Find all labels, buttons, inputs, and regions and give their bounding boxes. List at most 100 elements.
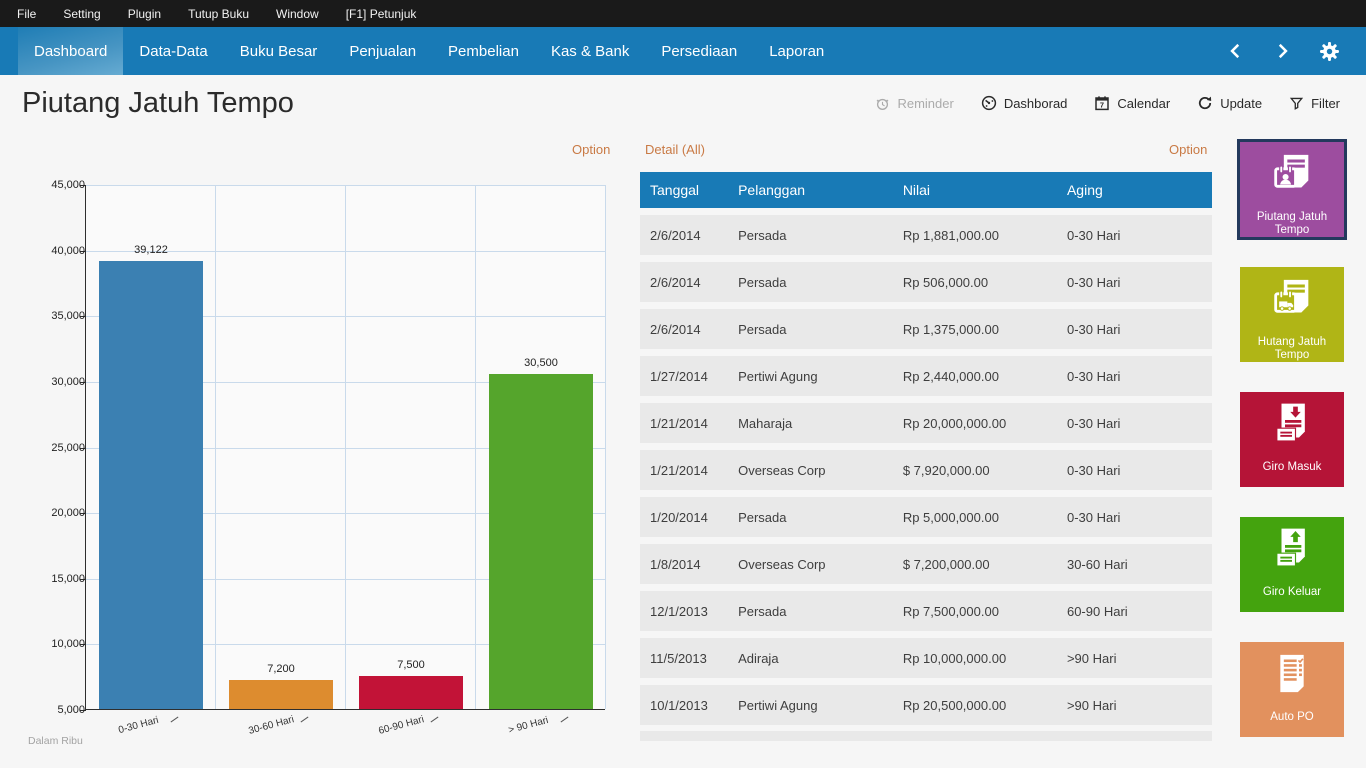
cell-aging: 0-30 Hari [1057,369,1212,384]
action-update[interactable]: Update [1197,95,1262,111]
action-label: Filter [1311,96,1340,111]
tab-laporan[interactable]: Laporan [753,27,840,75]
action-label: Calendar [1117,96,1170,111]
table-row[interactable]: 1/27/2014Pertiwi AgungRp 2,440,000.000-3… [640,356,1212,396]
y-axis-label: 25,000 [15,442,85,454]
table-row[interactable]: 2/6/2014PersadaRp 1,881,000.000-30 Hari [640,215,1212,255]
tile-giro-masuk[interactable]: Giro Masuk [1240,392,1344,487]
x-axis-tick [301,717,309,723]
tab-buku-besar[interactable]: Buku Besar [224,27,334,75]
cell-pelanggan: Overseas Corp [728,463,893,478]
tab-penjualan[interactable]: Penjualan [333,27,432,75]
cell-tanggal: 1/8/2014 [640,557,728,572]
tab-dashboard[interactable]: Dashboard [18,27,123,75]
filter-icon [1289,96,1304,111]
table-row-partial [640,731,1212,741]
cell-aging: 0-30 Hari [1057,228,1212,243]
table-row[interactable]: 2/6/2014PersadaRp 506,000.000-30 Hari [640,262,1212,302]
tab-persediaan[interactable]: Persediaan [645,27,753,75]
y-axis-label: 10,000 [15,638,85,650]
column-header-nilai: Nilai [893,182,1057,198]
cell-tanggal: 12/1/2013 [640,604,728,619]
bar-value-label: 7,500 [397,659,425,671]
cell-aging: 0-30 Hari [1057,463,1212,478]
y-axis-label: 45,000 [15,179,85,191]
cell-nilai: Rp 7,500,000.00 [893,604,1057,619]
chart-option-link[interactable]: Option [572,142,610,157]
payable-due-icon [1264,267,1320,335]
tile-label: Giro Keluar [1261,586,1323,599]
x-axis-label: 30-60 Hari [247,714,295,737]
tile-hutang-jatuh-tempo[interactable]: Hutang Jatuh Tempo [1240,267,1344,362]
table-row[interactable]: 1/20/2014PersadaRp 5,000,000.000-30 Hari [640,497,1212,537]
detail-option-link[interactable]: Option [1169,142,1207,157]
cell-tanggal: 2/6/2014 [640,275,728,290]
refresh-icon [1197,95,1213,111]
tab-kas-bank[interactable]: Kas & Bank [535,27,645,75]
gridline [605,185,606,709]
table-row[interactable]: 10/1/2013Pertiwi AgungRp 20,500,000.00>9… [640,685,1212,725]
x-axis-tick [561,717,569,723]
receivable-due-icon [1264,142,1320,210]
tile-label: Piutang Jatuh Tempo [1240,211,1344,237]
chevron-left-icon[interactable] [1227,42,1245,60]
table-row[interactable]: 1/21/2014Overseas Corp$ 7,920,000.000-30… [640,450,1212,490]
shortcut-tiles: Piutang Jatuh Tempo Hutang Jatuh Tempo Gir… [1240,142,1344,767]
cell-aging: 30-60 Hari [1057,557,1212,572]
action-dashborad[interactable]: Dashborad [981,95,1068,111]
action-reminder[interactable]: Reminder [875,96,953,111]
cell-pelanggan: Maharaja [728,416,893,431]
x-axis-tick [171,717,179,723]
aging-bar-chart: 39,1227,2007,50030,500 5,00010,00015,000… [0,160,630,760]
table-row[interactable]: 2/6/2014PersadaRp 1,375,000.000-30 Hari [640,309,1212,349]
table-row[interactable]: 12/1/2013PersadaRp 7,500,000.0060-90 Har… [640,591,1212,631]
menu-item-f1-petunjuk[interactable]: [F1] Petunjuk [341,7,422,21]
page-header: Piutang Jatuh Tempo ReminderDashborad7Ca… [0,80,1366,126]
tab-data-data[interactable]: Data-Data [123,27,223,75]
tile-label: Giro Masuk [1261,461,1324,474]
header-actions: Reminder Dashborad 7 Calendar Update Filter [875,95,1340,111]
gauge-icon [981,95,997,111]
cell-tanggal: 2/6/2014 [640,228,728,243]
cell-tanggal: 1/21/2014 [640,463,728,478]
menu-item-setting[interactable]: Setting [58,7,105,21]
chart-plot: 39,1227,2007,50030,500 [85,185,605,710]
action-calendar[interactable]: 7 Calendar [1094,95,1170,111]
gear-icon[interactable] [1319,41,1340,62]
table-row[interactable]: 1/8/2014Overseas Corp$ 7,200,000.0030-60… [640,544,1212,584]
tile-piutang-jatuh-tempo[interactable]: Piutang Jatuh Tempo [1240,142,1344,237]
x-axis-label: > 90 Hari [507,715,549,736]
cell-nilai: Rp 506,000.00 [893,275,1057,290]
90-hari-bar [489,374,593,709]
tile-label: Hutang Jatuh Tempo [1240,336,1344,362]
giro-in-icon [1264,392,1320,460]
menu-item-tutup-buku[interactable]: Tutup Buku [183,7,254,21]
chart-footnote: Dalam Ribu [28,735,83,747]
cell-aging: 0-30 Hari [1057,322,1212,337]
action-filter[interactable]: Filter [1289,96,1340,111]
cell-pelanggan: Overseas Corp [728,557,893,572]
cell-nilai: Rp 5,000,000.00 [893,510,1057,525]
giro-out-icon [1264,517,1320,585]
calendar-icon: 7 [1094,95,1110,111]
table-row[interactable]: 1/21/2014MaharajaRp 20,000,000.000-30 Ha… [640,403,1212,443]
table-row[interactable]: 11/5/2013AdirajaRp 10,000,000.00>90 Hari [640,638,1212,678]
cell-pelanggan: Pertiwi Agung [728,369,893,384]
cell-aging: 60-90 Hari [1057,604,1212,619]
y-axis-label: 30,000 [15,376,85,388]
chevron-right-icon[interactable] [1273,42,1291,60]
0-30-hari-bar [99,261,203,709]
detail-table: TanggalPelangganNilaiAging 2/6/2014Persa… [640,172,1212,725]
menu-item-plugin[interactable]: Plugin [123,7,166,21]
cell-nilai: Rp 2,440,000.00 [893,369,1057,384]
bar-value-label: 7,200 [267,663,295,675]
menu-item-window[interactable]: Window [271,7,324,21]
menu-item-file[interactable]: File [12,7,41,21]
cell-aging: 0-30 Hari [1057,275,1212,290]
tile-giro-keluar[interactable]: Giro Keluar [1240,517,1344,612]
tile-auto-po[interactable]: Auto PO [1240,642,1344,737]
tab-pembelian[interactable]: Pembelian [432,27,535,75]
cell-nilai: Rp 10,000,000.00 [893,651,1057,666]
cell-aging: >90 Hari [1057,651,1212,666]
action-label: Dashborad [1004,96,1068,111]
